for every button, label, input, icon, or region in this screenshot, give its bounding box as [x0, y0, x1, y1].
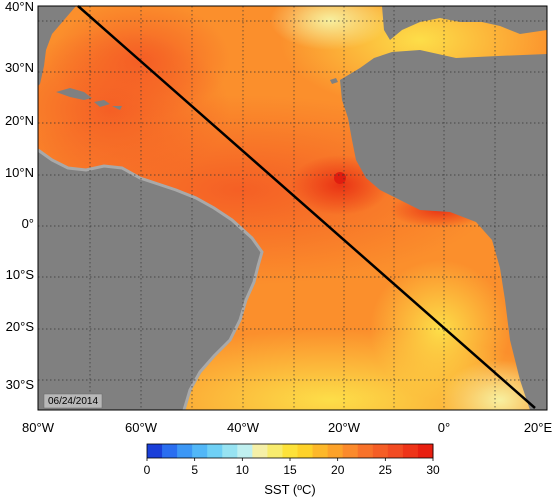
colorbar-swatch: [372, 444, 389, 458]
map-frame: [37, 5, 548, 411]
lon-label-60w: 60°W: [125, 420, 158, 435]
colorbar-swatch: [177, 444, 193, 458]
colorbar-ticks: [146, 458, 434, 461]
colorbar-label-10: 10: [236, 463, 250, 477]
colorbar-swatch: [147, 444, 163, 458]
colorbar-swatch: [162, 444, 178, 458]
lat-label-20s: 20°S: [6, 319, 35, 334]
lat-label-30n: 30°N: [5, 60, 34, 75]
lat-label-40n: 40°N: [5, 0, 34, 14]
lat-label-30s: 30°S: [6, 377, 35, 392]
colorbar-label-0: 0: [144, 463, 151, 477]
lon-label-0: 0°: [438, 420, 450, 435]
colorbar-swatch: [417, 444, 434, 458]
land-south-america: [38, 150, 262, 410]
colorbar-swatch: [222, 444, 238, 458]
colorbar-swatch: [327, 444, 344, 458]
lat-label-10n: 10°N: [5, 165, 34, 180]
colorbar-label-5: 5: [191, 463, 198, 477]
lat-label-10s: 10°S: [6, 267, 35, 282]
colorbar-tick-labels: 0 5 10 15 20 25 30: [144, 463, 440, 477]
colorbar-swatch: [312, 444, 329, 458]
continental-shelf: [38, 148, 264, 410]
lon-label-40w: 40°W: [227, 420, 260, 435]
svg-text:06/24/2014: 06/24/2014: [48, 396, 98, 407]
colorbar-swatch: [237, 444, 253, 458]
colorbar-swatch: [297, 444, 314, 458]
longitude-labels: 80°W 60°W 40°W 20°W 0° 20°E: [22, 420, 552, 435]
lon-label-20w: 20°W: [328, 420, 361, 435]
colorbar-swatch: [192, 444, 208, 458]
transect-line: [77, 5, 536, 409]
colorbar-label-30: 30: [426, 463, 440, 477]
lat-label-0: 0°: [22, 216, 34, 231]
colorbar-label-15: 15: [283, 463, 297, 477]
colorbar-swatch: [342, 444, 359, 458]
graticule: [38, 6, 547, 410]
lat-label-20n: 20°N: [5, 113, 34, 128]
colorbar-swatch: [402, 444, 419, 458]
colorbar-swatch: [252, 444, 268, 458]
land-europe: [382, 6, 547, 40]
land-north-america: [38, 6, 76, 86]
latitude-labels: 40°N 30°N 20°N 10°N 0° 10°S 20°S 30°S: [5, 0, 34, 392]
colorbar-swatch: [282, 444, 299, 458]
colorbar-swatch: [387, 444, 404, 458]
land-masses: [38, 6, 547, 410]
lon-label-80w: 80°W: [22, 420, 55, 435]
land-africa: [340, 50, 547, 410]
date-stamp: 06/24/2014: [43, 393, 103, 409]
colorbar-swatch: [357, 444, 374, 458]
colorbar: 0 5 10 15 20 25 30 SST (ºC): [144, 443, 440, 497]
colorbar-label-20: 20: [331, 463, 345, 477]
land-caribbean-islands: [56, 88, 122, 110]
land-canary-islands: [330, 78, 338, 84]
colorbar-label-25: 25: [379, 463, 393, 477]
lon-label-20e: 20°E: [524, 420, 553, 435]
colorbar-swatch: [207, 444, 223, 458]
colorbar-title: SST (ºC): [264, 482, 315, 497]
colorbar-swatch: [267, 444, 283, 458]
colorbar-swatches: [147, 444, 434, 458]
